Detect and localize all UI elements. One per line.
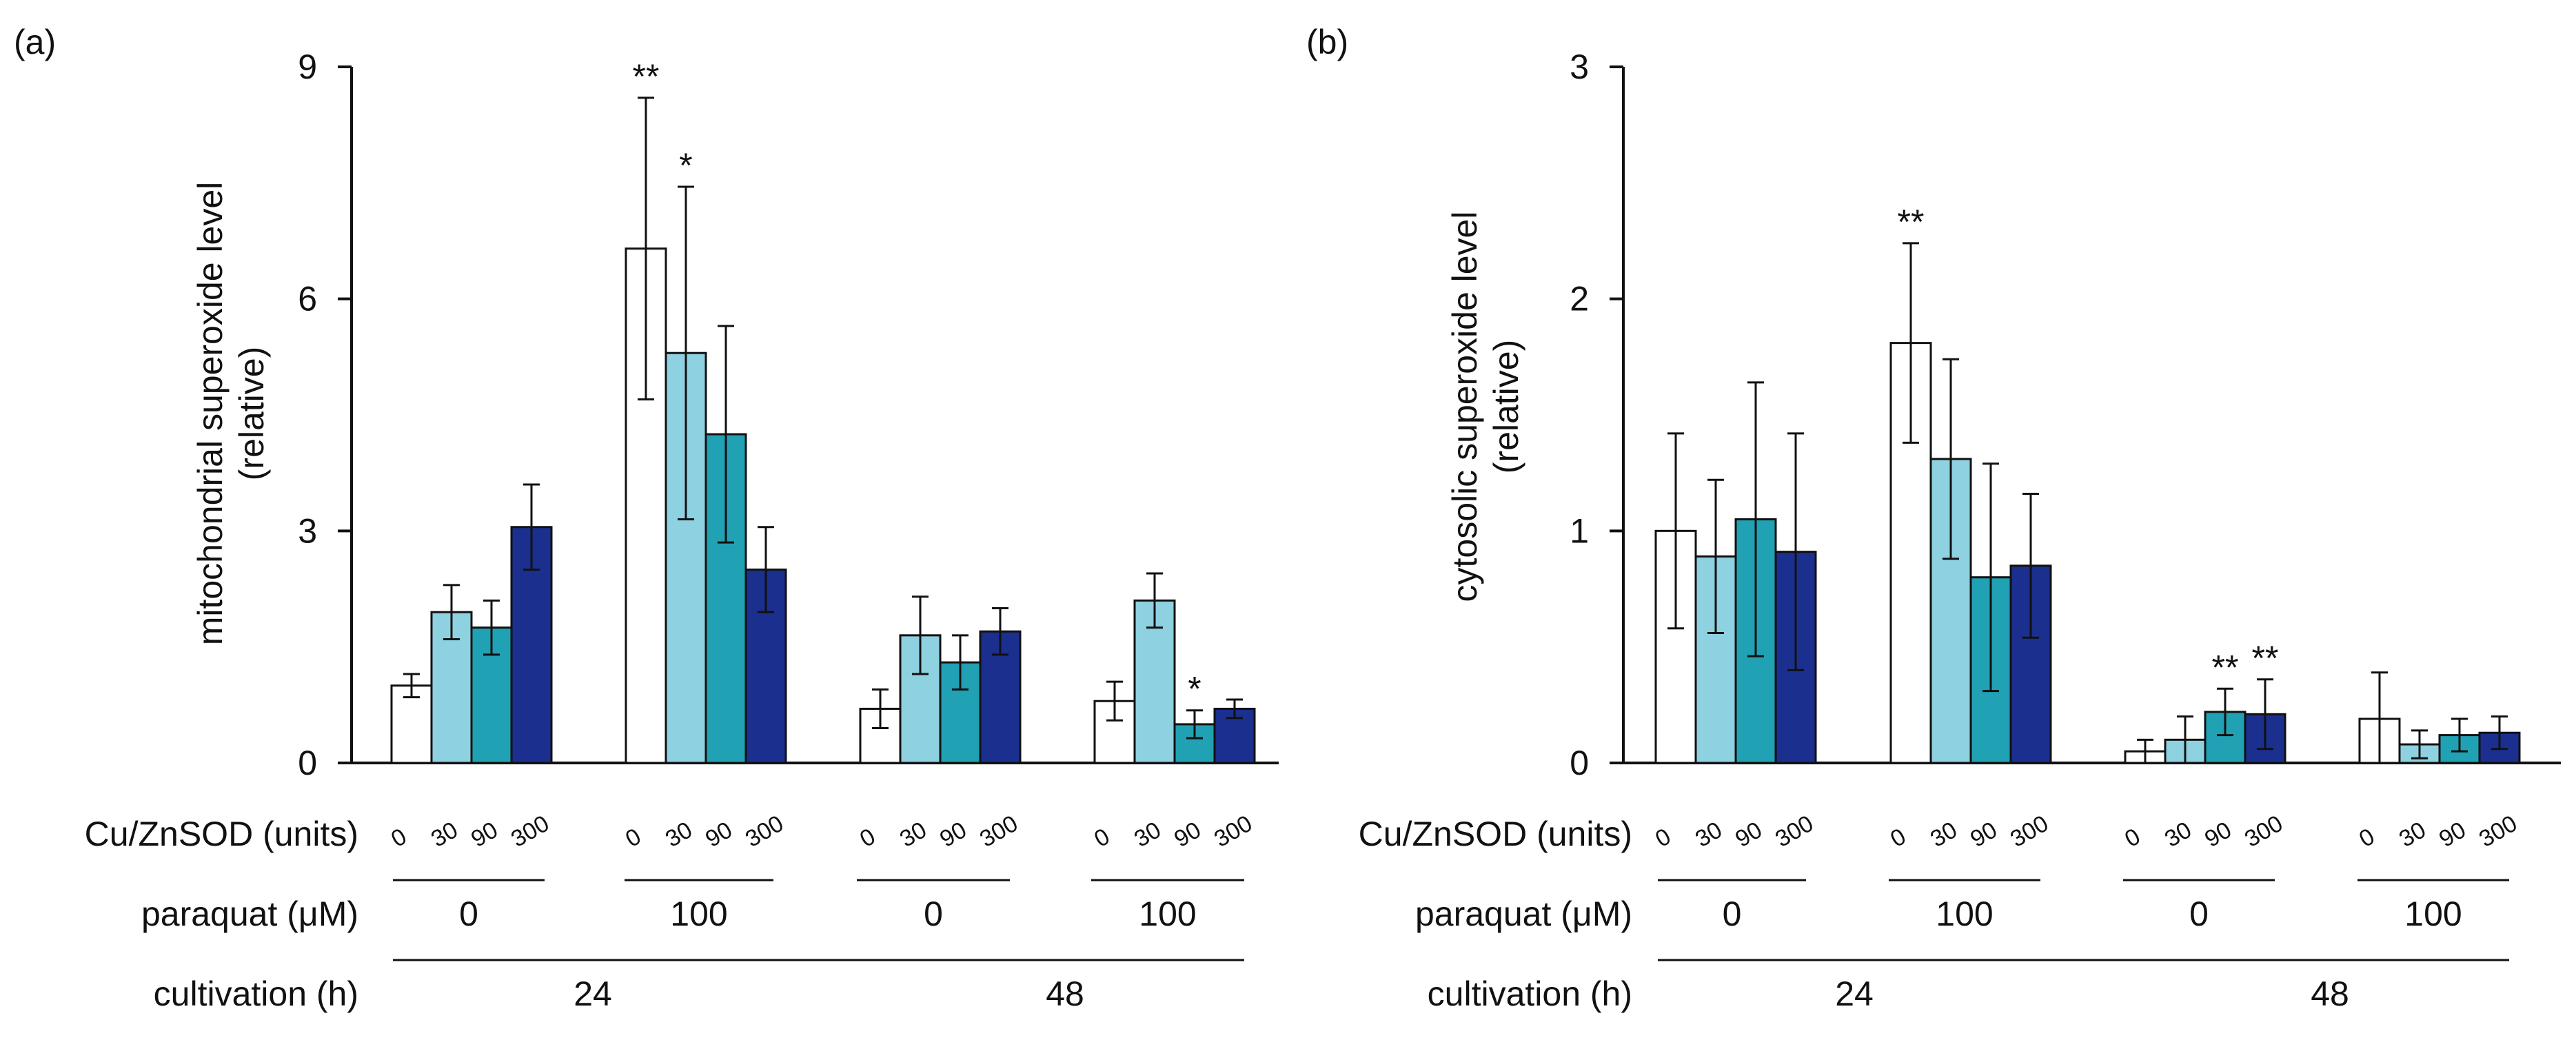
- y-tick-label-a: 0: [298, 744, 317, 782]
- paraquat-label-a: 0: [924, 895, 943, 933]
- dose-label-b: 90: [1731, 817, 1767, 853]
- dose-label-a: 300: [741, 810, 788, 853]
- y-axis-label-b-line1: cytosolic superoxide level: [1446, 212, 1484, 602]
- panel-a: (a) mitochondrial superoxide level (rela…: [14, 23, 1279, 1013]
- dose-label-b: 90: [2435, 817, 2471, 853]
- dose-label-b: 0: [1651, 824, 1675, 853]
- y-axis-label-a-line2: (relative): [232, 347, 271, 480]
- significance-mark-a: *: [1188, 670, 1201, 708]
- dose-label-b: 300: [1771, 810, 1818, 853]
- significance-mark-b: **: [2252, 639, 2279, 677]
- paraquat-label-b: 100: [2404, 895, 2462, 933]
- dose-label-b: 300: [2475, 810, 2522, 853]
- dose-label-a: 0: [855, 824, 880, 853]
- row-label-paraquat-a: paraquat (μM): [141, 895, 358, 933]
- dose-label-b: 30: [2160, 817, 2196, 853]
- paraquat-label-b: 0: [1723, 895, 1742, 933]
- paraquat-label-a: 100: [1139, 895, 1196, 933]
- paraquat-label-b: 0: [2189, 895, 2209, 933]
- y-axis-label-a: mitochondrial superoxide level (relative…: [191, 182, 271, 646]
- row-label-paraquat-b: paraquat (μM): [1415, 895, 1632, 933]
- row-label-cultivation-a: cultivation (h): [154, 975, 358, 1013]
- dose-label-a: 0: [1090, 824, 1114, 853]
- cultivation-label-b: 24: [1835, 975, 1874, 1013]
- dose-label-b: 300: [2240, 810, 2287, 853]
- row-label-sod-b: Cu/ZnSOD (units): [1359, 815, 1632, 853]
- dose-label-a: 300: [975, 810, 1022, 853]
- dose-label-a: 30: [1130, 817, 1166, 853]
- dose-label-b: 30: [1926, 817, 1962, 853]
- dose-label-a: 300: [507, 810, 554, 853]
- dose-label-b: 0: [2355, 824, 2379, 853]
- dose-label-a: 90: [467, 817, 503, 853]
- dose-label-a: 0: [387, 824, 411, 853]
- row-label-cultivation-b: cultivation (h): [1428, 975, 1632, 1013]
- dose-label-a: 90: [1170, 817, 1206, 853]
- dose-label-a: 300: [1210, 810, 1257, 853]
- y-tick-label-b: 3: [1570, 48, 1589, 86]
- dose-label-b: 30: [2395, 817, 2431, 853]
- dose-label-b: 90: [2200, 817, 2236, 853]
- paraquat-label-b: 100: [1936, 895, 1993, 933]
- significance-mark-a: **: [633, 57, 660, 96]
- dose-label-a: 90: [935, 817, 971, 853]
- dose-label-b: 300: [2006, 810, 2053, 853]
- row-label-sod-a: Cu/ZnSOD (units): [85, 815, 358, 853]
- dose-label-a: 30: [427, 817, 463, 853]
- cultivation-label-a: 48: [1046, 975, 1084, 1013]
- dose-label-b: 90: [1966, 817, 2002, 853]
- y-axis-label-b: cytosolic superoxide level (relative): [1446, 212, 1525, 602]
- bar-b: [1694, 555, 1737, 764]
- significance-mark-b: **: [2212, 648, 2239, 686]
- panel-b: (b) cytosolic superoxide level (relative…: [1306, 23, 2561, 1013]
- y-axis-label-a-line1: mitochondrial superoxide level: [191, 182, 230, 646]
- dose-label-b: 0: [2120, 824, 2144, 853]
- dose-label-b: 30: [1691, 817, 1727, 853]
- significance-mark-b: **: [1898, 203, 1925, 241]
- y-tick-label-a: 6: [298, 280, 317, 318]
- panel-label-b: (b): [1306, 23, 1348, 61]
- y-tick-label-b: 0: [1570, 744, 1589, 782]
- dose-label-a: 90: [701, 817, 737, 853]
- dose-label-a: 30: [895, 817, 931, 853]
- dose-label-a: 0: [621, 824, 645, 853]
- paraquat-label-a: 0: [459, 895, 478, 933]
- cultivation-label-a: 24: [574, 975, 612, 1013]
- dose-label-a: 30: [661, 817, 697, 853]
- cultivation-label-b: 48: [2311, 975, 2349, 1013]
- y-tick-label-b: 2: [1570, 280, 1589, 318]
- y-axis-label-b-line2: (relative): [1487, 340, 1525, 473]
- y-tick-label-b: 1: [1570, 511, 1589, 550]
- panel-label-a: (a): [14, 23, 56, 61]
- y-tick-label-a: 9: [298, 48, 317, 86]
- y-tick-label-a: 3: [298, 511, 317, 550]
- dose-label-b: 0: [1886, 824, 1910, 853]
- significance-mark-a: *: [679, 146, 692, 185]
- paraquat-label-a: 100: [670, 895, 727, 933]
